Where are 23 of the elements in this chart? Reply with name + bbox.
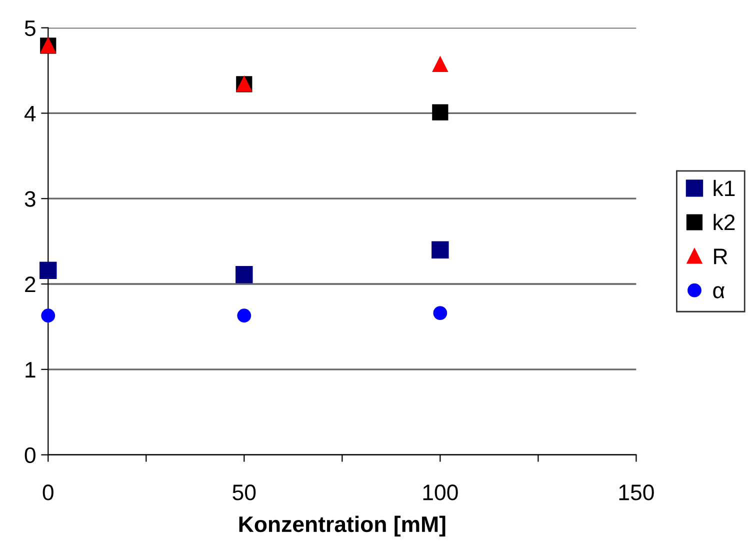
legend-label: α — [713, 286, 724, 298]
point — [432, 57, 448, 72]
point — [237, 308, 252, 323]
point — [236, 266, 253, 284]
x-tick-label: 150 — [619, 484, 654, 500]
y-tick-label: 2 — [25, 276, 36, 292]
point — [40, 262, 57, 279]
y-tick-label: 3 — [24, 191, 36, 207]
y-tick-label: 4 — [24, 106, 36, 122]
legend-label: R — [714, 248, 728, 264]
legend-label: k2 — [714, 214, 735, 230]
point — [432, 241, 449, 258]
y-tick-label: 1 — [26, 362, 36, 378]
x-axis-title: Konzentration [mM] — [239, 516, 446, 537]
point — [41, 308, 56, 323]
point — [432, 104, 448, 120]
x-tick-label: 50 — [232, 484, 256, 500]
y-tick-label: 5 — [24, 20, 36, 36]
legend-label: k1 — [714, 180, 735, 196]
point — [433, 306, 448, 320]
y-tick-label: 0 — [24, 447, 36, 464]
x-tick-label: 100 — [423, 484, 458, 500]
x-tick-label: 0 — [42, 484, 54, 500]
